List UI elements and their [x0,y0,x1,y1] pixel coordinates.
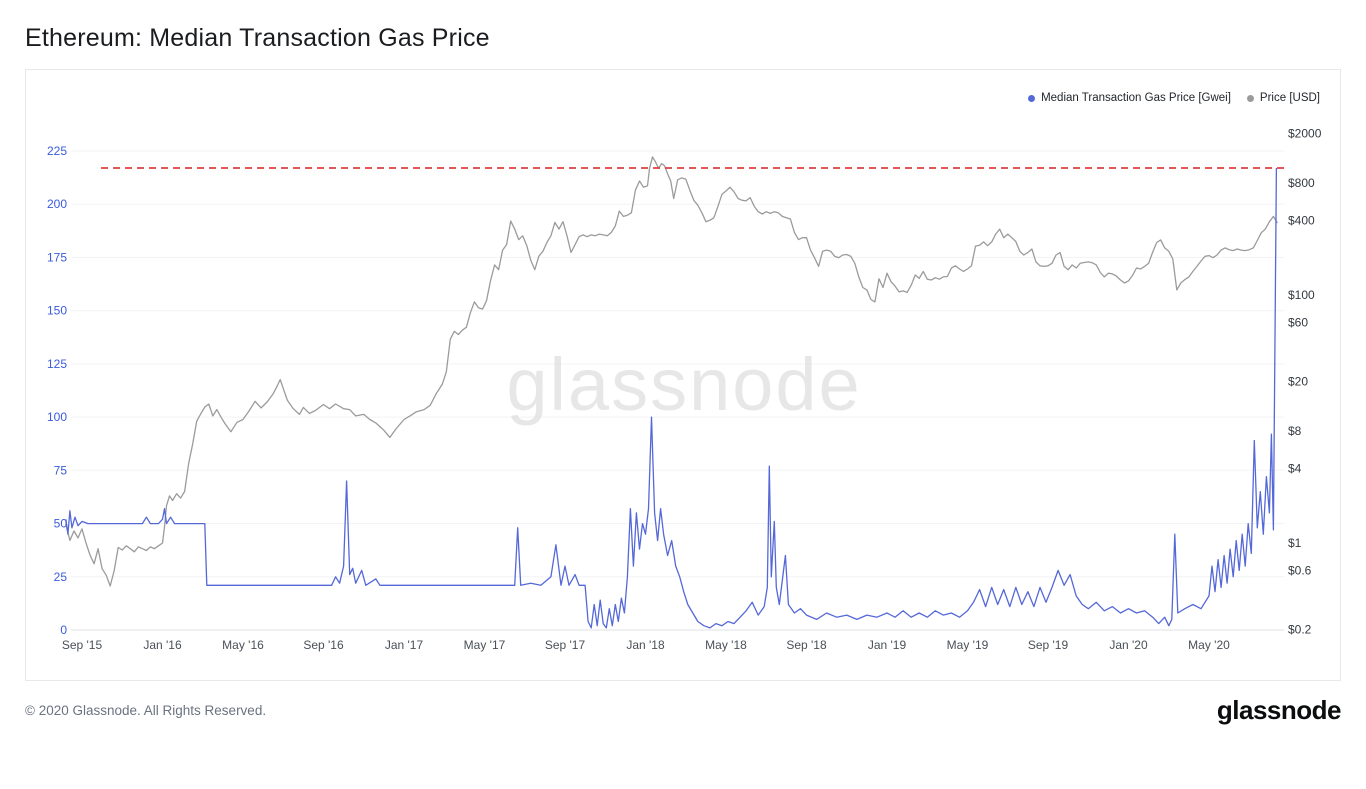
right-axis-tick-label: $1 [1288,536,1302,550]
right-axis-tick-label: $20 [1288,375,1308,389]
x-axis-tick-label: Jan '18 [626,638,665,652]
x-axis-tick-label: Jan '16 [143,638,182,652]
watermark: glassnode [506,343,861,426]
page-footer: © 2020 Glassnode. All Rights Reserved. g… [25,695,1342,726]
chart-container: 0 25 50 75 100 125 150 175 200 225 $2000 $800 $400 $1… [25,69,1341,681]
chart-canvas: 0 25 50 75 100 125 150 175 200 225 $2000 $800 $400 $1… [47,127,1322,652]
right-axis-tick-label: $8 [1288,424,1302,438]
x-axis-tick-label: Jan '19 [868,638,907,652]
right-axis-tick-label: $0.6 [1288,564,1312,578]
left-axis-tick-label: 75 [54,463,68,477]
price-usd-series-line [65,156,1278,587]
left-axis-tick-label: 150 [47,304,67,318]
chart-legend: Median Transaction Gas Price [Gwei] Pric… [1028,92,1320,104]
left-axis-tick-label: 25 [54,570,68,584]
right-axis-tick-label: $100 [1288,288,1315,302]
left-axis-tick-label: 200 [47,197,67,211]
left-axis-tick-label: 125 [47,357,67,371]
right-axis-tick-label: $0.2 [1288,623,1312,637]
gas-price-series-line [65,167,1278,629]
x-axis-tick-label: Jan '17 [385,638,424,652]
x-axis-tick-label: May '16 [222,638,264,652]
legend-item-gas-price[interactable]: Median Transaction Gas Price [Gwei] [1028,92,1231,104]
right-axis-tick-label: $2000 [1288,127,1322,141]
x-axis-tick-label: Jan '20 [1109,638,1148,652]
x-axis-tick-label: Sep '19 [1028,638,1069,652]
x-axis-tick-label: May '17 [464,638,506,652]
x-axis-tick-label: Sep '17 [545,638,586,652]
left-axis-tick-label: 0 [60,623,67,637]
gas-series-dot-icon [1028,94,1036,102]
glassnode-logo[interactable]: glassnode [1216,695,1342,725]
x-axis-tick-label: Sep '18 [786,638,827,652]
right-axis-tick-label: $60 [1288,316,1308,330]
left-axis-tick-label: 100 [47,410,67,424]
legend-item-price-usd[interactable]: Price [USD] [1246,92,1320,104]
legend-label-price-usd: Price [USD] [1259,92,1320,104]
right-axis-tick-label: $800 [1288,176,1315,190]
left-axis-tick-label: 175 [47,250,67,264]
x-axis-tick-label: May '20 [1188,638,1230,652]
legend-label-gas-price: Median Transaction Gas Price [Gwei] [1041,92,1231,104]
x-axis-tick-label: May '18 [705,638,747,652]
copyright-text: © 2020 Glassnode. All Rights Reserved. [25,703,267,718]
left-axis-tick-label: 225 [47,144,67,158]
page-title: Ethereum: Median Transaction Gas Price [25,24,490,52]
x-axis-tick-label: Sep '15 [62,638,103,652]
price-series-dot-icon [1246,94,1254,102]
x-axis-tick-label: May '19 [947,638,989,652]
right-axis-tick-label: $400 [1288,213,1315,227]
right-axis-tick-label: $4 [1288,461,1302,475]
x-axis-tick-label: Sep '16 [303,638,344,652]
left-axis-tick-label: 50 [54,517,68,531]
